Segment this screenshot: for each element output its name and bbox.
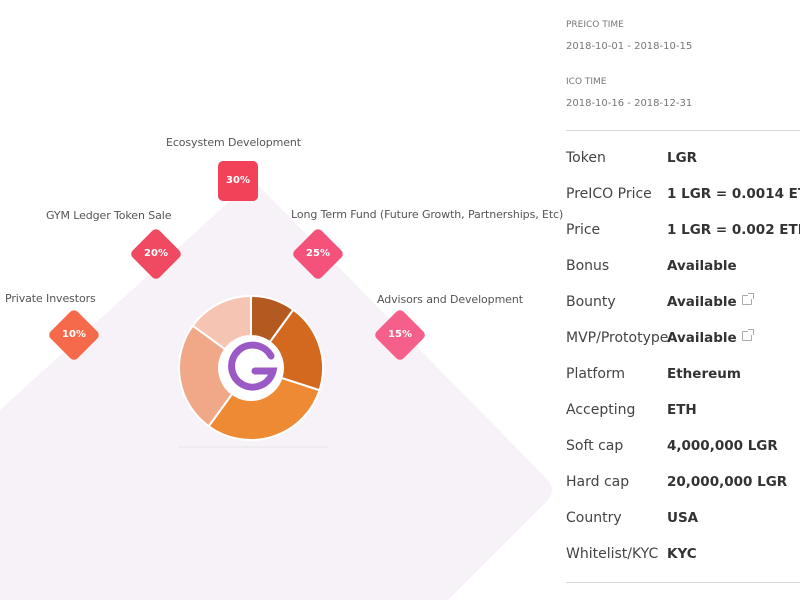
detail-value-text: Available bbox=[667, 258, 737, 274]
badge-value-advisors-and-development: 15% bbox=[388, 329, 412, 340]
detail-value-whitelist-kyc: KYC bbox=[667, 546, 697, 562]
label-gym-ledger-token-sale: GYM Ledger Token Sale bbox=[46, 209, 172, 222]
detail-row-accepting: Accepting ETH bbox=[566, 402, 800, 422]
detail-value-text: Available bbox=[667, 330, 737, 346]
detail-value-text: LGR bbox=[667, 150, 698, 166]
detail-value-country: USA bbox=[667, 510, 698, 526]
detail-row-soft-cap: Soft cap 4,000,000 LGR bbox=[566, 438, 800, 458]
detail-value-text: 1 LGR = 0.0014 ETH bbox=[667, 186, 800, 202]
detail-label-whitelist-kyc: Whitelist/KYC bbox=[566, 546, 659, 562]
detail-row-bounty: Bounty Available bbox=[566, 293, 800, 314]
token-distribution-chart: Ecosystem Development GYM Ledger Token S… bbox=[0, 136, 564, 600]
detail-label-bounty: Bounty bbox=[566, 294, 616, 310]
detail-label-soft-cap: Soft cap bbox=[566, 438, 624, 454]
detail-label-hard-cap: Hard cap bbox=[566, 474, 630, 490]
detail-row-mvp-prototype: MVP/Prototype Available bbox=[566, 329, 800, 350]
detail-value-text: KYC bbox=[667, 546, 697, 562]
detail-value-mvp-prototype[interactable]: Available bbox=[667, 329, 754, 346]
detail-row-preico-price: PreICO Price 1 LGR = 0.0014 ETH bbox=[566, 186, 800, 206]
badge-ecosystem-development bbox=[218, 161, 258, 201]
detail-value-text: ETH bbox=[667, 402, 697, 418]
detail-label-country: Country bbox=[566, 510, 622, 526]
detail-label-bonus: Bonus bbox=[566, 258, 610, 274]
detail-value-hard-cap: 20,000,000 LGR bbox=[667, 474, 787, 490]
detail-row-whitelist-kyc: Whitelist/KYC KYC bbox=[566, 546, 800, 566]
label-private-investors: Private Investors bbox=[5, 292, 96, 305]
panel-divider-top bbox=[566, 130, 800, 131]
detail-value-text: 1 LGR = 0.002 ETH bbox=[667, 222, 800, 238]
detail-row-price: Price 1 LGR = 0.002 ETH bbox=[566, 222, 800, 242]
detail-value-text: 20,000,000 LGR bbox=[667, 474, 788, 490]
detail-row-country: Country USA bbox=[566, 510, 800, 530]
preico-time-label: PREICO TIME bbox=[566, 20, 624, 30]
badge-value-long-term-fund: 25% bbox=[306, 248, 330, 259]
badge-value-ecosystem-development: 30% bbox=[226, 175, 250, 186]
detail-value-platform: Ethereum bbox=[667, 366, 741, 382]
detail-row-bonus: Bonus Available bbox=[566, 258, 800, 278]
label-ecosystem-development: Ecosystem Development bbox=[166, 136, 301, 149]
detail-label-price: Price bbox=[566, 222, 601, 238]
label-advisors-and-development: Advisors and Development bbox=[377, 293, 523, 306]
label-long-term-fund: Long Term Fund (Future Growth, Partnersh… bbox=[291, 208, 564, 221]
detail-label-accepting: Accepting bbox=[566, 402, 636, 418]
detail-value-text: Ethereum bbox=[667, 366, 741, 382]
preico-time-value: 2018-10-01 - 2018-10-15 bbox=[566, 41, 693, 52]
detail-value-text: Available bbox=[667, 294, 737, 310]
detail-value-text: USA bbox=[667, 510, 699, 526]
ico-time-label: ICO TIME bbox=[566, 77, 607, 87]
detail-value-bounty[interactable]: Available bbox=[667, 293, 754, 310]
detail-value-price: 1 LGR = 0.002 ETH bbox=[667, 222, 800, 238]
detail-label-token: Token bbox=[566, 150, 606, 166]
detail-label-platform: Platform bbox=[566, 366, 626, 382]
detail-row-token: Token LGR bbox=[566, 150, 800, 170]
detail-row-hard-cap: Hard cap 20,000,000 LGR bbox=[566, 474, 800, 494]
panel-divider-bottom bbox=[566, 582, 800, 583]
gymledger-logo bbox=[228, 341, 278, 391]
detail-value-token: LGR bbox=[667, 150, 697, 166]
external-link-icon[interactable] bbox=[741, 293, 754, 305]
detail-value-accepting: ETH bbox=[667, 402, 697, 418]
detail-value-bonus: Available bbox=[667, 258, 737, 274]
chart-canvas bbox=[0, 180, 552, 600]
detail-row-platform: Platform Ethereum bbox=[566, 366, 800, 386]
badge-value-gym-ledger-token-sale: 20% bbox=[144, 248, 168, 259]
detail-label-mvp-prototype: MVP/Prototype bbox=[566, 330, 669, 346]
external-link-icon[interactable] bbox=[741, 329, 754, 341]
detail-label-preico-price: PreICO Price bbox=[566, 186, 652, 202]
badge-value-private-investors: 10% bbox=[62, 329, 86, 340]
detail-value-preico-price: 1 LGR = 0.0014 ETH bbox=[667, 186, 800, 202]
ico-time-value: 2018-10-16 - 2018-12-31 bbox=[566, 98, 693, 109]
detail-value-soft-cap: 4,000,000 LGR bbox=[667, 438, 778, 454]
detail-value-text: 4,000,000 LGR bbox=[667, 438, 778, 454]
